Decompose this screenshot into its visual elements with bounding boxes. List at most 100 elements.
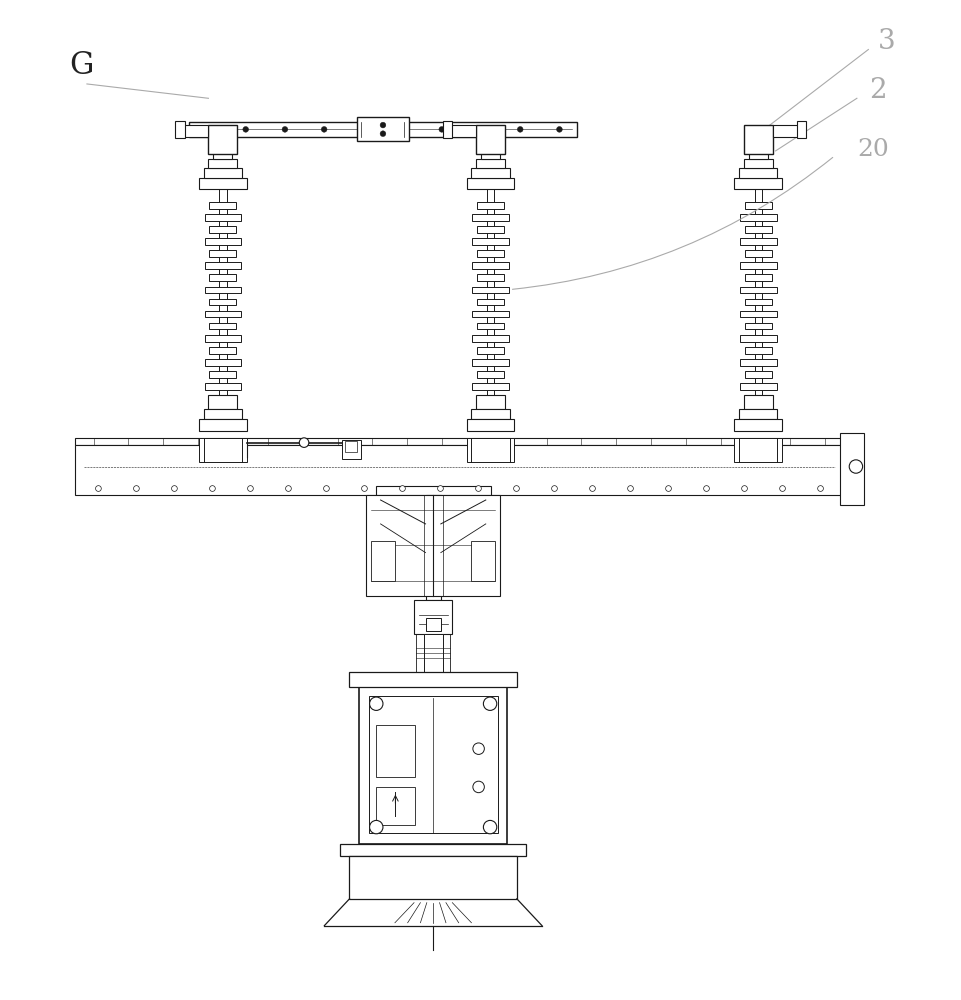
Bar: [209, 371, 235, 378]
Bar: [796, 121, 805, 138]
Circle shape: [285, 486, 291, 491]
Bar: [753, 189, 761, 395]
Bar: [477, 299, 504, 305]
Bar: [423, 634, 442, 672]
Circle shape: [399, 127, 405, 132]
Circle shape: [849, 460, 862, 473]
Bar: [349, 856, 516, 899]
Bar: [739, 383, 776, 390]
Bar: [209, 226, 235, 233]
Bar: [744, 371, 771, 378]
Bar: [205, 262, 240, 269]
Bar: [199, 419, 246, 431]
Circle shape: [95, 486, 101, 491]
Bar: [477, 323, 504, 329]
Bar: [209, 299, 235, 305]
Bar: [744, 202, 771, 209]
Bar: [376, 486, 490, 495]
Bar: [209, 159, 236, 168]
Text: G: G: [69, 50, 94, 81]
Circle shape: [702, 486, 708, 491]
Bar: [477, 371, 504, 378]
Bar: [743, 125, 772, 154]
Text: 20: 20: [856, 138, 888, 161]
Bar: [204, 168, 241, 178]
Circle shape: [171, 486, 177, 491]
Circle shape: [478, 127, 483, 132]
Bar: [477, 274, 504, 281]
Bar: [466, 438, 514, 462]
Bar: [447, 125, 476, 137]
Bar: [476, 395, 505, 409]
Bar: [358, 687, 506, 844]
Circle shape: [817, 486, 823, 491]
Bar: [744, 226, 771, 233]
Circle shape: [369, 820, 382, 834]
Bar: [209, 202, 235, 209]
Circle shape: [473, 743, 483, 754]
Bar: [205, 359, 240, 366]
Circle shape: [513, 486, 519, 491]
Bar: [371, 541, 395, 581]
Circle shape: [482, 820, 496, 834]
Bar: [744, 347, 771, 354]
Circle shape: [482, 697, 496, 710]
Bar: [477, 347, 504, 354]
Bar: [205, 335, 240, 342]
Circle shape: [556, 127, 562, 132]
Bar: [425, 495, 440, 600]
Circle shape: [299, 438, 308, 447]
Bar: [739, 359, 776, 366]
Bar: [180, 125, 209, 137]
Bar: [349, 672, 516, 687]
Circle shape: [380, 122, 385, 128]
Bar: [738, 409, 776, 419]
Bar: [175, 121, 185, 138]
Bar: [748, 144, 767, 159]
Bar: [739, 311, 776, 317]
Bar: [209, 395, 236, 409]
Bar: [342, 440, 361, 459]
Bar: [425, 618, 440, 631]
Circle shape: [473, 781, 483, 793]
Bar: [472, 238, 508, 245]
Bar: [477, 202, 504, 209]
Circle shape: [589, 486, 595, 491]
Circle shape: [360, 127, 366, 132]
Circle shape: [209, 486, 215, 491]
Circle shape: [741, 486, 747, 491]
Bar: [472, 311, 508, 317]
Bar: [205, 238, 240, 245]
Circle shape: [438, 127, 444, 132]
Bar: [471, 541, 495, 581]
Bar: [209, 274, 235, 281]
Bar: [486, 189, 494, 395]
Bar: [74, 438, 844, 445]
Bar: [205, 214, 240, 221]
Circle shape: [369, 697, 382, 710]
Bar: [472, 383, 508, 390]
Bar: [205, 311, 240, 317]
Bar: [466, 178, 514, 189]
Bar: [739, 238, 776, 245]
Bar: [743, 395, 772, 409]
Bar: [733, 178, 781, 189]
Bar: [357, 117, 408, 141]
Bar: [219, 189, 227, 395]
Bar: [368, 696, 497, 833]
Circle shape: [380, 131, 385, 137]
Bar: [376, 787, 414, 825]
Bar: [472, 262, 508, 269]
Circle shape: [627, 486, 632, 491]
Text: 3: 3: [877, 28, 895, 55]
Bar: [376, 725, 414, 777]
Bar: [744, 250, 771, 257]
Text: 2: 2: [869, 77, 886, 104]
Circle shape: [437, 486, 443, 491]
Bar: [472, 287, 508, 293]
Bar: [213, 144, 233, 159]
Bar: [471, 409, 509, 419]
Circle shape: [321, 127, 327, 132]
Bar: [743, 159, 772, 168]
Circle shape: [323, 486, 329, 491]
